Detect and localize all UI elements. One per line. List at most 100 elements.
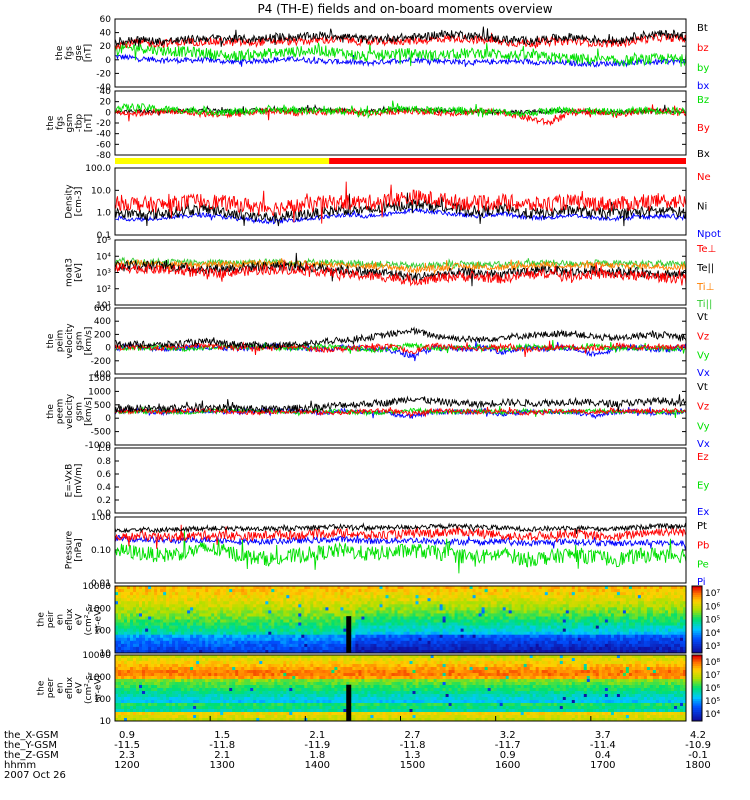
spectrogram-cell bbox=[202, 589, 206, 593]
spectrogram-cell bbox=[634, 598, 639, 602]
spectrogram-cell bbox=[674, 610, 678, 614]
spectrogram-cell bbox=[463, 601, 467, 605]
spectrogram-cell bbox=[205, 616, 209, 620]
spectrogram-cell bbox=[442, 610, 446, 614]
series-pressure-Pt bbox=[115, 522, 686, 534]
spectrogram-cell bbox=[493, 643, 498, 648]
spectrogram-cell bbox=[259, 643, 263, 648]
colorbar-swatch bbox=[692, 635, 702, 638]
spectrogram-cell bbox=[520, 625, 525, 629]
spectrogram-cell bbox=[436, 631, 440, 636]
spectrogram-cell bbox=[496, 628, 501, 632]
spectrogram-cell bbox=[358, 640, 362, 645]
spectrogram-cell bbox=[553, 631, 558, 636]
spectrogram-cell bbox=[157, 667, 161, 671]
spectrogram-cell bbox=[175, 637, 179, 642]
spectrogram-cell bbox=[199, 607, 203, 611]
spectrogram-cell bbox=[677, 610, 681, 614]
spectrogram-cell bbox=[640, 586, 645, 590]
spectrogram-cell bbox=[592, 646, 597, 651]
spectrogram-cell bbox=[232, 589, 236, 593]
spectrogram-cell bbox=[169, 676, 173, 680]
spectrogram-cell bbox=[196, 595, 200, 599]
spectrogram-cell bbox=[445, 607, 449, 611]
peir-spectrogram-ylabel-line: eflux bbox=[65, 608, 75, 631]
spectrogram-cell bbox=[310, 604, 314, 608]
spectrogram-cell bbox=[136, 655, 140, 659]
spectrogram-cell bbox=[211, 616, 215, 620]
spectrogram-cell bbox=[619, 637, 624, 642]
spectrogram-cell bbox=[253, 634, 257, 639]
spectrogram-cell bbox=[127, 703, 131, 707]
spectrogram-cell bbox=[202, 619, 206, 623]
spectrogram-cell bbox=[391, 586, 395, 590]
spectrogram-cell bbox=[577, 628, 582, 632]
spectrogram-cell bbox=[154, 592, 158, 596]
spectrogram-cell bbox=[133, 685, 137, 689]
colorbar-swatch bbox=[692, 594, 702, 598]
spectrogram-cell bbox=[520, 628, 525, 632]
spectrogram-cell bbox=[163, 610, 167, 614]
spectrogram-cell bbox=[604, 643, 609, 648]
spectrogram-cell bbox=[511, 598, 516, 602]
spectrogram-cell bbox=[421, 604, 425, 608]
spectrogram-cell bbox=[310, 643, 314, 648]
spectrogram-cell bbox=[442, 601, 446, 605]
spectrogram-cell bbox=[124, 679, 128, 683]
spectrogram-cell bbox=[412, 643, 416, 648]
spectrogram-cell bbox=[166, 664, 170, 668]
spectrogram-cell bbox=[550, 598, 555, 602]
spectrogram-cell bbox=[313, 643, 317, 648]
spectrogram-cell bbox=[244, 601, 248, 605]
legend-peem-velocity-Vx: Vx bbox=[697, 439, 710, 450]
spectrogram-cell bbox=[322, 598, 326, 602]
spectrogram-cell bbox=[655, 586, 660, 590]
spectrogram-cell bbox=[439, 595, 443, 599]
spectrogram-cell bbox=[289, 601, 293, 605]
spectrogram-cell bbox=[481, 619, 485, 623]
spectrogram-cell bbox=[529, 604, 534, 608]
spectrogram-cell bbox=[286, 634, 290, 639]
spectrogram-cell bbox=[523, 601, 528, 605]
spectrogram-cell bbox=[211, 646, 215, 651]
spectrogram-cell bbox=[499, 592, 504, 596]
spectrogram-cell bbox=[640, 622, 645, 626]
spectrogram-cell bbox=[157, 673, 161, 677]
spectrogram-cell bbox=[565, 622, 570, 626]
spectrogram-cell bbox=[559, 634, 564, 639]
spectrogram-cell bbox=[478, 592, 482, 596]
spectrogram-cell bbox=[466, 643, 470, 648]
legend-efield-Ex: Ex bbox=[697, 507, 709, 518]
spectrogram-cell bbox=[229, 628, 233, 632]
spectrogram-cell bbox=[208, 650, 212, 654]
spectrogram-cell bbox=[298, 622, 302, 626]
spectrogram-cell bbox=[571, 625, 576, 629]
spectrogram-cell bbox=[376, 622, 380, 626]
spectrogram-cell bbox=[364, 634, 368, 639]
spectrogram-cell bbox=[683, 607, 687, 611]
spectrogram-cell bbox=[574, 650, 579, 654]
spectrogram-cell bbox=[214, 589, 218, 593]
spectrogram-cell bbox=[394, 595, 398, 599]
spectrogram-cell bbox=[502, 622, 507, 626]
spectrogram-cell bbox=[466, 610, 470, 614]
spectrogram-cell bbox=[262, 586, 266, 590]
spectrogram-cell bbox=[520, 640, 525, 645]
spectrogram-cell bbox=[124, 664, 128, 668]
spectrogram-cell bbox=[169, 631, 173, 636]
spectrogram-cell bbox=[223, 625, 227, 629]
spectrogram-cell bbox=[163, 607, 167, 611]
spectrogram-cell bbox=[442, 604, 446, 608]
peer-spectrogram-ylabel-line: en bbox=[56, 682, 66, 693]
spectrogram-cell bbox=[250, 646, 254, 651]
spectrogram-cell bbox=[385, 628, 389, 632]
spectrogram-cell bbox=[565, 640, 570, 645]
spectrogram-cell bbox=[415, 640, 419, 645]
spectrogram-cell bbox=[175, 676, 179, 680]
spectrogram-cell bbox=[259, 628, 263, 632]
spectrogram-cell bbox=[604, 634, 609, 639]
spectrogram-cell bbox=[274, 631, 278, 636]
spectrogram-cell bbox=[433, 650, 437, 654]
spectrogram-cell bbox=[385, 589, 389, 593]
spectrogram-cell bbox=[292, 595, 296, 599]
